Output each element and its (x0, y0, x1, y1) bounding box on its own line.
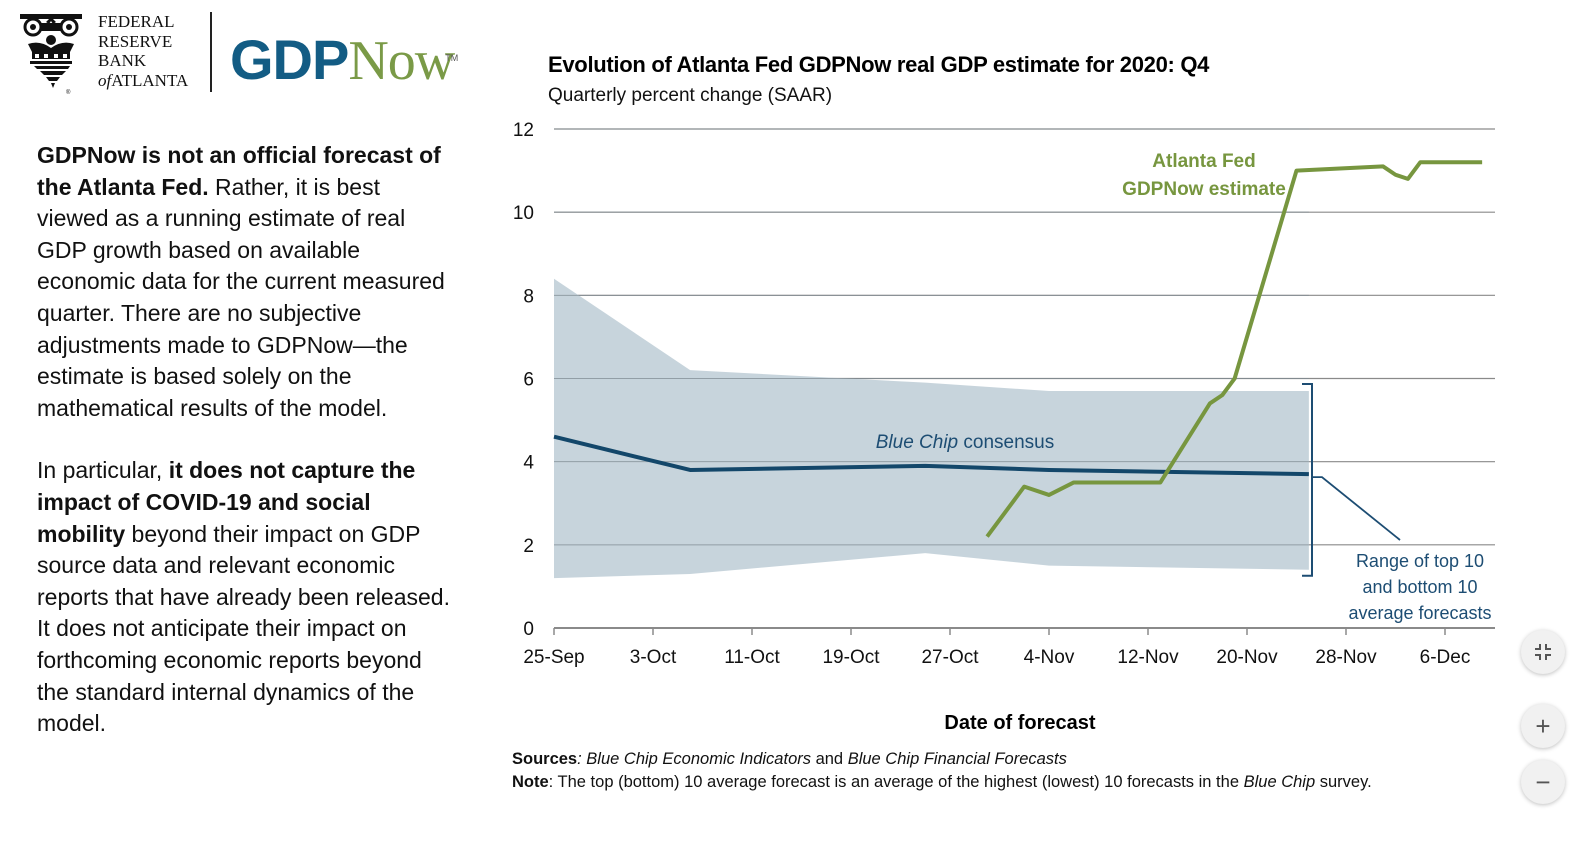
note-text: : The top (bottom) 10 average forecast i… (548, 773, 1244, 791)
wordmark-line-of-atlanta: ofATLANTA (98, 71, 188, 91)
x-tick-label: 4-Nov (1024, 647, 1075, 668)
x-tick-label: 11-Oct (724, 647, 780, 668)
y-tick-label: 6 (523, 370, 534, 391)
sources-sep: : (577, 750, 587, 768)
federal-reserve-column-emblem-icon: ® (20, 14, 82, 96)
zoom-in-button[interactable]: + (1521, 704, 1565, 748)
disclaimer-paragraph-1: GDPNow is not an official forecast of th… (37, 140, 457, 424)
plus-icon: + (1535, 710, 1551, 741)
chart-sources: Sources: Blue Chip Economic Indicators a… (512, 750, 1067, 769)
logo: ® FEDERAL RESERVE BANK ofATLANTA GDPNow … (20, 12, 480, 96)
chart-subtitle: Quarterly percent change (SAAR) (548, 85, 833, 106)
gdpnow-series-label-line-2: GDPNow estimate (1122, 179, 1286, 200)
x-tick-label: 27-Oct (921, 647, 979, 668)
wordmark-line-bank: BANK (98, 51, 147, 70)
disclaimer-p2-bold: it does not capture the impact of COVID-… (37, 457, 416, 547)
wordmark-line-reserve: RESERVE (98, 31, 173, 51)
disclaimer-p2-start: In particular, (37, 457, 169, 484)
range-leader-line (1312, 476, 1401, 541)
consensus-label-rest: consensus (958, 432, 1054, 453)
wordmark-atlanta: ATLANTA (111, 70, 189, 90)
logo-divider (210, 12, 212, 92)
disclaimer-p2-rest: beyond their impact on GDP source data a… (37, 520, 450, 737)
consensus-label-italic: Blue Chip (876, 432, 958, 453)
federal-reserve-bank-of-atlanta-wordmark: FEDERAL RESERVE BANK ofATLANTA (98, 12, 188, 90)
range-label-line-2: and bottom 10 (1362, 577, 1477, 597)
note-label: Note (512, 773, 549, 791)
y-tick-label: 2 (523, 536, 534, 557)
range-band-area (554, 278, 1309, 579)
source-2: Blue Chip Financial Forecasts (847, 750, 1067, 768)
source-and: and (811, 750, 848, 768)
x-tick-label: 6-Dec (1420, 647, 1471, 668)
note-italic: Blue Chip (1243, 773, 1316, 791)
collapse-icon (1535, 644, 1551, 660)
x-tick-label: 19-Oct (822, 647, 880, 668)
y-tick-label: 0 (523, 619, 534, 640)
gdpnow-line (985, 160, 1483, 538)
gdpnow-logo-gdp: GDP (230, 28, 349, 91)
range-bracket (1302, 382, 1313, 577)
trademark-symbol: TM (445, 53, 459, 63)
x-tick-label: 12-Nov (1117, 647, 1179, 668)
y-tick-label: 10 (513, 203, 534, 224)
y-tick-label: 12 (513, 120, 534, 141)
note-end: survey. (1315, 773, 1372, 791)
range-label-line-1: Range of top 10 (1356, 551, 1484, 571)
disclaimer-p1-bold: GDPNow is not an official forecast of th… (37, 142, 441, 200)
gdpnow-logo: GDPNow TM (230, 28, 458, 92)
gdpnow-series-label-line-1: Atlanta Fed (1152, 151, 1255, 172)
range-label-line-3: average forecasts (1348, 603, 1491, 623)
sources-label: Sources (512, 750, 578, 768)
zoom-out-button[interactable]: − (1521, 760, 1565, 804)
y-tick-label: 4 (523, 453, 534, 474)
x-tick-label: 25-Sep (523, 647, 584, 668)
x-tick-label: 3-Oct (630, 647, 677, 668)
x-axis-title: Date of forecast (944, 712, 1096, 734)
minus-icon: − (1535, 766, 1551, 797)
wordmark-line-federal: FEDERAL (98, 12, 175, 31)
x-tick-label: 28-Nov (1315, 647, 1377, 668)
disclaimer-p1-rest: Rather, it is best viewed as a running e… (37, 173, 445, 421)
chart-title: Evolution of Atlanta Fed GDPNow real GDP… (548, 52, 1210, 77)
consensus-series-label: Blue Chip consensus (876, 432, 1055, 453)
svg-text:®: ® (66, 89, 71, 96)
source-1: Blue Chip Economic Indicators (586, 750, 811, 768)
collapse-view-button[interactable] (1521, 630, 1565, 674)
chart-note: Note: The top (bottom) 10 average foreca… (512, 773, 1372, 792)
gdpnow-logo-now: Now (348, 30, 455, 92)
wordmark-of: of (98, 70, 112, 90)
disclaimer-text: GDPNow is not an official forecast of th… (37, 140, 457, 771)
y-tick-label: 8 (523, 286, 534, 307)
disclaimer-paragraph-2: In particular, it does not capture the i… (37, 455, 457, 739)
x-tick-label: 20-Nov (1216, 647, 1278, 668)
